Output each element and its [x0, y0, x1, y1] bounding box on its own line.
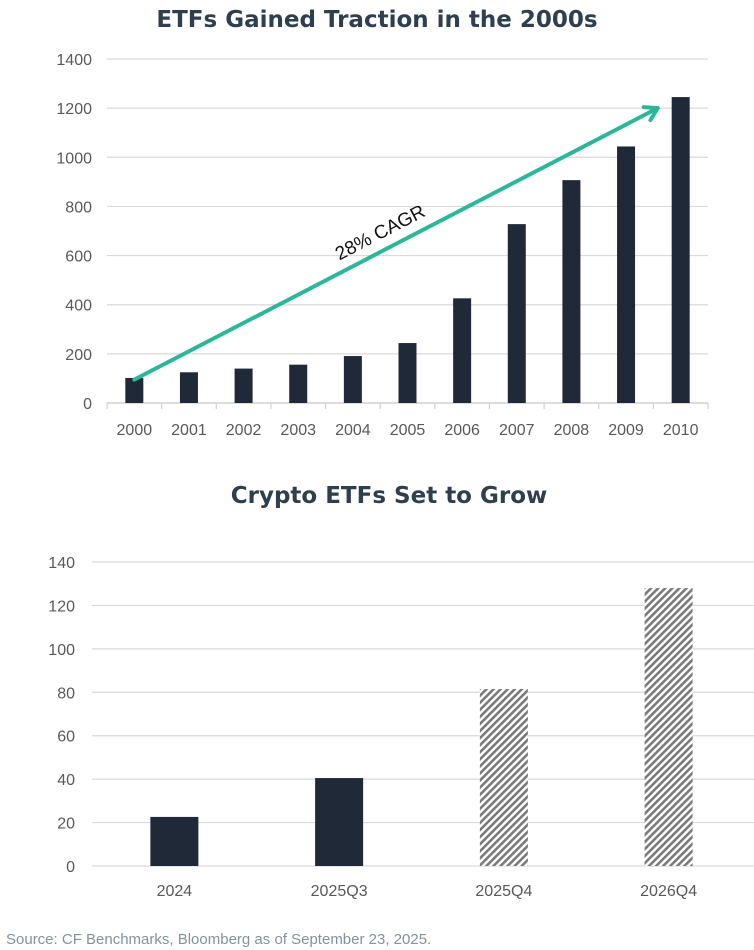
y-tick-label: 800 — [65, 199, 92, 216]
bar-2001 — [179, 372, 198, 403]
y-tick-label: 60 — [57, 729, 75, 746]
x-tick-label: 2004 — [335, 422, 371, 439]
x-tick-label: 2006 — [444, 422, 480, 439]
x-tick-label: 2025Q3 — [311, 883, 368, 900]
y-tick-label: 80 — [57, 685, 75, 702]
y-tick-label: 0 — [66, 859, 75, 876]
bar-2000 — [125, 377, 144, 403]
arrowhead-icon — [648, 106, 660, 123]
bar-2025Q3 — [315, 778, 364, 866]
y-tick-label: 40 — [57, 772, 75, 789]
chart2: 0 20 40 60 80 100 120 140 2024 2025Q3 2025Q4 2026Q4 — [48, 555, 754, 900]
y-tick-label: 1000 — [56, 150, 92, 167]
y-tick-label: 20 — [57, 816, 75, 833]
y-tick-label: 140 — [48, 555, 75, 572]
y-tick-label: 1200 — [56, 101, 92, 118]
y-tick-label: 200 — [65, 347, 92, 364]
cagr-arrow — [132, 106, 660, 382]
y-tick-label: 120 — [48, 598, 75, 615]
chart1: 0 200 400 600 800 1000 1200 1400 2000 2001 2002 200… — [56, 52, 709, 439]
x-tick-label: 2003 — [280, 422, 316, 439]
bar-2002 — [234, 368, 253, 403]
x-tick-label: 2010 — [663, 422, 699, 439]
bar-2007 — [507, 224, 526, 403]
arrowhead-icon — [641, 105, 660, 111]
chart2-title: Crypto ETFs Set to Grow — [231, 483, 548, 509]
y-tick-label: 1400 — [56, 52, 92, 69]
x-tick-label: 2000 — [117, 422, 153, 439]
x-tick-label: 2025Q4 — [475, 883, 532, 900]
x-tick-label: 2001 — [171, 422, 207, 439]
x-tick-label: 2007 — [499, 422, 535, 439]
x-tick-label: 2024 — [157, 883, 193, 900]
x-tick-label: 2026Q4 — [640, 883, 697, 900]
x-tick-label: 2009 — [608, 422, 644, 439]
y-tick-label: 600 — [65, 249, 92, 266]
bar-2024 — [150, 816, 199, 866]
x-tick-label: 2005 — [390, 422, 426, 439]
bar-2025Q4 — [479, 689, 528, 866]
bar-2004 — [343, 356, 362, 403]
y-tick-label: 0 — [83, 396, 92, 413]
bar-2005 — [398, 343, 417, 403]
x-tick-label: 2008 — [554, 422, 590, 439]
bar-2006 — [453, 298, 472, 403]
bar-2008 — [562, 180, 581, 403]
bar-2026Q4 — [644, 588, 693, 866]
chart1-title: ETFs Gained Traction in the 2000s — [156, 7, 597, 33]
bar-2003 — [289, 364, 308, 403]
bar-2010 — [671, 97, 690, 403]
bar-2009 — [617, 146, 636, 403]
y-tick-label: 400 — [65, 298, 92, 315]
source-note: Source: CF Benchmarks, Bloomberg as of S… — [6, 931, 431, 948]
y-tick-label: 100 — [48, 642, 75, 659]
x-tick-label: 2002 — [226, 422, 262, 439]
